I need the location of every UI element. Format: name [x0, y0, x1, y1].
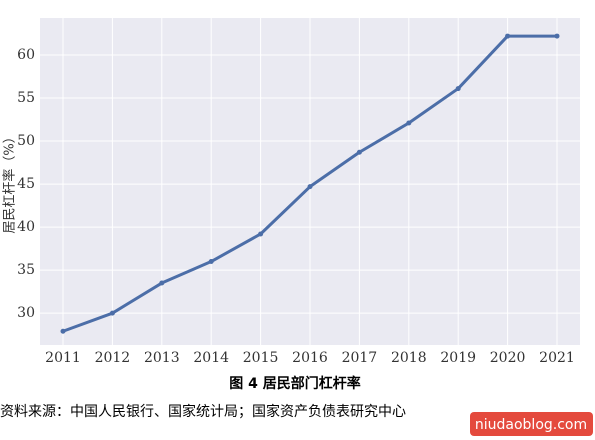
y-tick-label: 60 — [17, 47, 35, 63]
x-tick-label: 2012 — [95, 350, 131, 366]
y-tick-label: 45 — [17, 176, 35, 192]
y-tick-label: 35 — [17, 262, 35, 278]
data-point — [554, 33, 560, 39]
y-axis-label: 居民杠杆率（%） — [2, 130, 18, 233]
y-tick-label: 40 — [17, 219, 35, 235]
watermark-bg — [470, 412, 593, 436]
y-tick-label: 30 — [17, 305, 35, 321]
data-point — [307, 184, 313, 190]
data-point — [159, 280, 165, 286]
x-tick-label: 2015 — [243, 350, 279, 366]
data-point — [208, 259, 214, 265]
x-tick-label: 2018 — [391, 350, 427, 366]
x-tick-label: 2013 — [144, 350, 180, 366]
y-tick-label: 55 — [17, 90, 35, 106]
data-point — [356, 149, 362, 155]
caption: 图 4 居民部门杠杆率 — [229, 375, 361, 392]
data-point — [60, 328, 66, 334]
data-point — [258, 231, 264, 237]
source-note: 资料来源：中国人民银行、国家统计局；国家资产负债表研究中心 — [0, 403, 406, 420]
data-point — [406, 120, 412, 126]
x-tick-label: 2019 — [440, 350, 476, 366]
data-point — [109, 310, 115, 316]
x-tick-label: 2016 — [292, 350, 328, 366]
x-tick-label: 2014 — [193, 350, 229, 366]
y-tick-label: 50 — [17, 133, 35, 149]
x-tick-label: 2011 — [45, 350, 81, 366]
data-point — [505, 33, 511, 39]
x-tick-label: 2020 — [490, 350, 526, 366]
data-point — [455, 86, 461, 92]
x-tick-label: 2017 — [342, 350, 378, 366]
watermark: niudaoblog.com — [475, 417, 587, 433]
x-tick-label: 2021 — [539, 350, 575, 366]
